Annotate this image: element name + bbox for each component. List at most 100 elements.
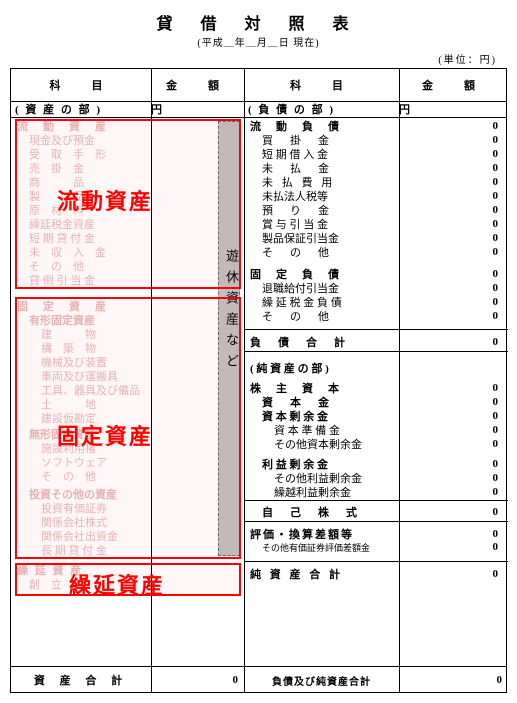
table-row: その他資本剰余金0 [244,437,508,451]
table-row: 未 払 金0 [244,161,508,175]
liab-total-value: 0 [399,666,505,694]
table-row: 未 払 費 用0 [244,175,508,189]
row-label: 建設仮勘定 [11,410,147,426]
row-amount: 0 [395,120,501,132]
table-row: 長 期 貸 付 金 [11,543,244,557]
assets-total-label: 資 産 合 計 [11,666,151,694]
table-row: 施設利用権 [11,441,244,455]
table-row: 受 取 手 形 [11,147,244,161]
row-amount: 0 [395,396,501,408]
table-row: 流 動 負 債0 [244,119,508,133]
table-row: 資 本 準 備 金0 [244,423,508,437]
header-item-left: 科 目 [11,69,151,101]
table-row: 有形固定資産 [11,313,244,327]
table-row: 車両及び運搬具 [11,369,244,383]
row-amount: 0 [395,162,501,174]
table-row: 関係会社出資金 [11,529,244,543]
table-row: そ の 他0 [244,245,508,259]
table-row: 工具、器具及び備品 [11,383,244,397]
row-label: その他資本剰余金 [244,436,395,452]
unit-label: (単位：円) [10,51,507,66]
assets-total-value: 0 [151,666,241,694]
liab-head-val: 円 [399,101,505,117]
table-row: 資 本 金0 [244,395,508,409]
row-label: 負 債 合 計 [244,334,395,350]
table-row: 創 立 費 [11,577,244,591]
row-amount: 0 [395,190,501,202]
row-amount: 0 [395,438,501,450]
table-row: 固 定 負 債0 [244,267,508,281]
table-row: 建設仮勘定 [11,411,244,425]
table-row: 構 築 物 [11,341,244,355]
table-row: 預 り 金0 [244,203,508,217]
table-row: 退職給付引当金0 [244,281,508,295]
row-label: ( 純 資 産 の 部 ) [244,360,395,376]
table-row: 未 収 入 金 [11,245,244,259]
table-row: そ の 他 [11,259,244,273]
table-row: その他有価証券評価差額金0 [244,540,508,554]
row-label: 純 資 産 合 計 [244,566,395,582]
row-amount: 0 [395,382,501,394]
table-row: 繰越利益剰余金0 [244,485,508,499]
row-amount: 0 [395,458,501,470]
table-row: 売 掛 金 [11,161,244,175]
table-row: ソフトウェア [11,455,244,469]
table-row: その他利益剰余金0 [244,471,508,485]
row-amount: 0 [395,310,501,322]
table-row: 短 期 借 入 金0 [244,147,508,161]
row-label: 長 期 貸 付 金 [11,542,147,558]
row-amount: 0 [395,218,501,230]
table-row: 短 期 貸 付 金 [11,231,244,245]
table-row: 貸 倒 引 当 金 [11,273,244,287]
header-amount-left: 金 額 [151,69,244,101]
row-amount: 0 [395,268,501,280]
row-label: そ の 他 [244,244,395,260]
table-row: 未払法人税等0 [244,189,508,203]
table-row: 製 品 [11,189,244,203]
row-amount: 0 [395,506,501,518]
table-row: 関係会社株式 [11,515,244,529]
liab-section-head: ( 負 債 の 部 ) [248,101,395,117]
assets-section-head: ( 資 産 の 部 ) [15,101,147,117]
table-row: 繰延税金資産 [11,217,244,231]
row-amount: 0 [395,204,501,216]
table-row: 評価・換算差額等0 [244,527,508,541]
row-amount: 0 [395,410,501,422]
row-amount: 0 [395,134,501,146]
header-amount-right: 金 額 [399,69,508,101]
row-amount: 0 [395,528,501,540]
row-amount: 0 [395,282,501,294]
table-row: 賞 与 引 当 金0 [244,217,508,231]
row-amount: 0 [395,148,501,160]
row-label: 自 己 株 式 [244,504,395,520]
table-row: そ の 他 [11,469,244,483]
page-title: 貸 借 対 照 表 [10,10,507,34]
table-row: 固 定 資 産 [11,299,244,313]
row-label: そ の 他 [244,308,395,324]
table-row: 負 債 合 計0 [244,335,508,349]
table-row: 買 掛 金0 [244,133,508,147]
table-row: 無形固定資産 [11,427,244,441]
table-row: 原 材 料 [11,203,244,217]
row-amount: 0 [395,336,501,348]
liab-total-label: 負債及び純資産合計 [244,666,399,694]
row-amount: 0 [395,296,501,308]
row-amount: 0 [395,246,501,258]
table-row: 建 物 [11,327,244,341]
table-row: 投資その他の資産 [11,487,244,501]
balance-sheet: 科 目 金 額 科 目 金 額 ( 資 産 の 部 ) 円 ( 負 債 の 部 … [10,68,507,693]
row-amount: 0 [395,232,501,244]
header-item-right: 科 目 [244,69,399,101]
table-row: 株 主 資 本0 [244,381,508,395]
table-row: 自 己 株 式0 [244,505,508,519]
row-amount: 0 [395,486,501,498]
table-row: 繰 延 税 金 負 債0 [244,295,508,309]
table-row: 繰 延 資 産 [11,563,244,577]
table-row: 現金及び預金 [11,133,244,147]
row-amount: 0 [395,541,501,553]
row-amount: 0 [395,424,501,436]
table-row: 利 益 剰 余 金0 [244,457,508,471]
table-row: 純 資 産 合 計0 [244,567,508,581]
row-amount: 0 [395,568,501,580]
row-amount: 0 [395,176,501,188]
